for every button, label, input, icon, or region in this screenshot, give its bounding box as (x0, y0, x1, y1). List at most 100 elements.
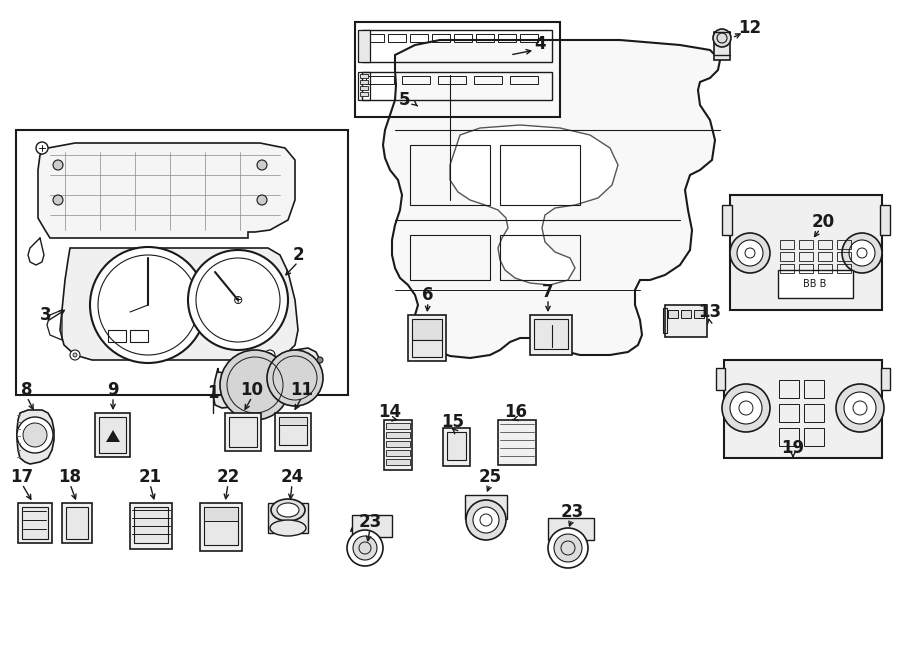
Bar (818, 252, 832, 261)
Ellipse shape (271, 499, 305, 521)
Bar (410, 235, 490, 280)
Bar (722, 205, 732, 235)
Bar (779, 404, 799, 422)
Bar (780, 240, 794, 249)
Circle shape (257, 195, 267, 205)
Bar (366, 34, 384, 42)
Bar (22, 507, 48, 539)
Polygon shape (38, 143, 295, 238)
Circle shape (317, 357, 323, 363)
Bar (668, 310, 678, 318)
Bar (366, 76, 394, 84)
Bar (95, 413, 130, 457)
Bar (358, 72, 370, 100)
Circle shape (220, 350, 290, 420)
Text: 24: 24 (281, 468, 303, 486)
Circle shape (466, 500, 506, 540)
Circle shape (265, 350, 275, 360)
Bar (99, 417, 126, 453)
Polygon shape (450, 125, 618, 285)
Bar (412, 340, 442, 357)
Bar (447, 432, 466, 460)
Text: 16: 16 (505, 403, 527, 421)
Text: 10: 10 (240, 381, 264, 399)
Circle shape (53, 160, 63, 170)
Bar (130, 330, 148, 342)
Bar (837, 252, 851, 261)
Bar (837, 264, 851, 273)
Circle shape (842, 233, 882, 273)
Bar (780, 252, 794, 261)
Circle shape (353, 536, 377, 560)
Bar (410, 145, 490, 205)
Polygon shape (60, 248, 298, 360)
Circle shape (70, 350, 80, 360)
Ellipse shape (277, 503, 299, 517)
Bar (355, 22, 560, 117)
Bar (134, 507, 168, 543)
Bar (716, 368, 725, 390)
Text: 14: 14 (378, 403, 401, 421)
Bar (799, 240, 813, 249)
Bar (498, 34, 516, 42)
Text: 2: 2 (292, 246, 304, 264)
Circle shape (23, 423, 47, 447)
Circle shape (36, 142, 48, 154)
Bar (799, 252, 813, 261)
Polygon shape (17, 410, 54, 464)
Text: 25: 25 (479, 468, 501, 486)
Bar (500, 145, 580, 205)
Bar (408, 315, 446, 361)
Polygon shape (213, 348, 320, 408)
Text: 23: 23 (358, 513, 382, 531)
Text: 12: 12 (738, 19, 761, 37)
Bar (881, 368, 890, 390)
Circle shape (473, 507, 499, 533)
Bar (384, 420, 412, 470)
Bar (130, 503, 172, 549)
Bar (498, 420, 536, 465)
Bar (16, 130, 348, 395)
Bar (204, 507, 238, 521)
Bar (386, 441, 410, 447)
Text: 5: 5 (400, 91, 410, 109)
Text: 15: 15 (442, 413, 464, 431)
Bar (730, 195, 882, 310)
Text: 8: 8 (22, 381, 32, 399)
Text: 13: 13 (698, 303, 722, 321)
Bar (362, 72, 552, 100)
Circle shape (722, 384, 770, 432)
Ellipse shape (270, 520, 306, 536)
Bar (386, 432, 410, 438)
Circle shape (267, 350, 323, 406)
Polygon shape (106, 430, 120, 442)
Bar (66, 507, 88, 539)
Bar (360, 74, 368, 78)
Bar (200, 503, 242, 551)
Bar (799, 264, 813, 273)
Bar (534, 319, 568, 349)
Text: 3: 3 (40, 306, 52, 324)
Bar (804, 404, 824, 422)
Circle shape (268, 353, 272, 357)
Text: 6: 6 (422, 286, 434, 304)
Bar (714, 32, 730, 60)
Bar (18, 503, 52, 543)
Bar (476, 34, 494, 42)
Bar (204, 507, 238, 545)
Bar (804, 428, 824, 446)
Bar (778, 270, 853, 298)
Text: 4: 4 (535, 35, 545, 53)
Circle shape (17, 417, 53, 453)
Text: 18: 18 (58, 468, 82, 486)
Circle shape (836, 384, 884, 432)
Bar (818, 264, 832, 273)
Bar (804, 380, 824, 398)
Bar (779, 380, 799, 398)
Polygon shape (383, 40, 720, 358)
Circle shape (98, 255, 198, 355)
Bar (818, 240, 832, 249)
Bar (837, 240, 851, 249)
Bar (443, 428, 470, 466)
Bar (465, 495, 507, 519)
